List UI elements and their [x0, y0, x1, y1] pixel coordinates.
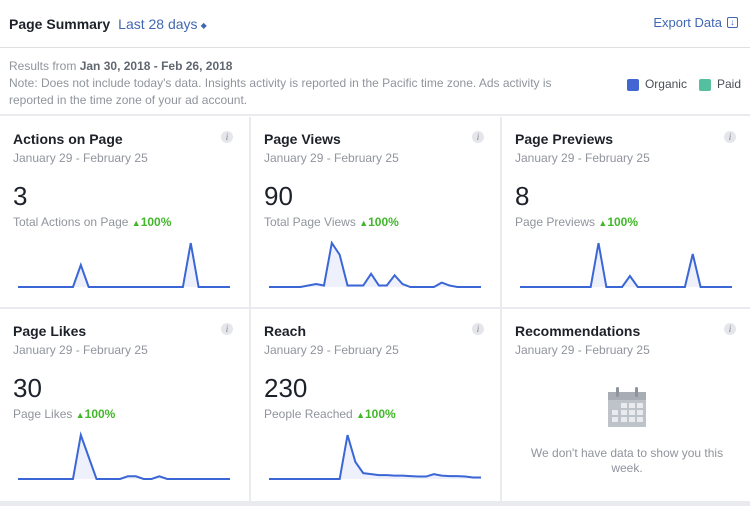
sparkline-area	[18, 435, 230, 479]
info-icon[interactable]: i	[221, 131, 233, 143]
change-badge: ▲100%	[76, 407, 116, 421]
metric-label-row: Total Actions on Page ▲100%	[13, 215, 236, 229]
card-dates: January 29 - February 25	[264, 343, 399, 357]
change-badge: ▲100%	[359, 215, 399, 229]
sparkline-chart	[520, 242, 732, 288]
results-prefix: Results from	[9, 59, 77, 73]
date-range-dropdown[interactable]: Last 28 days ◆	[118, 16, 207, 32]
change-value: 100%	[607, 215, 639, 229]
date-range-label: Last 28 days	[118, 15, 198, 32]
metric-label-row: People Reached ▲100%	[264, 407, 487, 421]
legend-paid: Paid	[698, 76, 741, 93]
sparkline-chart	[18, 431, 230, 480]
up-arrow-icon: ▲	[598, 218, 608, 228]
legend-organic: Organic	[626, 76, 687, 93]
sort-arrows-icon: ◆	[200, 20, 207, 30]
card-recommendations[interactable]: Recommendations January 29 - February 25…	[502, 309, 750, 501]
organic-swatch	[626, 78, 639, 91]
card-dates: January 29 - February 25	[13, 343, 148, 357]
up-arrow-icon: ▲	[356, 410, 365, 420]
change-badge: ▲100%	[598, 215, 638, 229]
change-value: 100%	[368, 215, 399, 229]
legend-label: Paid	[716, 77, 741, 91]
sparkline-line	[18, 242, 230, 288]
up-arrow-icon: ▲	[131, 218, 141, 228]
change-badge: ▲100%	[356, 407, 396, 421]
info-section: Results from Jan 30, 2018 - Feb 26, 2018…	[0, 48, 750, 116]
metric-label: Page Likes	[13, 407, 73, 421]
metric-value: 230	[264, 373, 308, 403]
export-data-button[interactable]: Export Data ↓	[653, 15, 738, 30]
metric-value: 30	[13, 373, 42, 403]
info-icon[interactable]: i	[472, 323, 484, 335]
card-page-previews[interactable]: Page Previews January 29 - February 25 i…	[502, 117, 750, 307]
page-title: Page Summary	[9, 15, 111, 32]
card-title: Reach	[264, 323, 307, 339]
card-title: Page Previews	[515, 131, 614, 147]
metric-label: People Reached	[264, 407, 353, 421]
sparkline-chart	[269, 240, 481, 288]
metric-label-row: Total Page Views ▲100%	[264, 215, 487, 229]
sparkline-chart	[269, 434, 481, 480]
info-icon[interactable]: i	[472, 131, 484, 143]
sparkline-line	[18, 431, 230, 480]
change-badge: ▲100%	[132, 215, 172, 229]
legend: Organic Paid	[615, 76, 741, 93]
card-title: Page Likes	[13, 323, 87, 339]
export-label: Export Data	[653, 15, 722, 30]
legend-label: Organic	[644, 77, 687, 91]
metric-label-row: Page Likes ▲100%	[13, 407, 236, 421]
metric-value: 90	[264, 181, 293, 211]
card-dates: January 29 - February 25	[515, 343, 650, 357]
card-dates: January 29 - February 25	[515, 151, 650, 165]
download-icon: ↓	[727, 17, 738, 28]
card-page-views[interactable]: Page Views January 29 - February 25 i 90…	[251, 117, 500, 307]
change-value: 100%	[84, 407, 116, 421]
empty-message: We don't have data to show you this week…	[530, 446, 724, 475]
card-title: Recommendations	[515, 323, 641, 339]
info-icon[interactable]: i	[221, 323, 233, 335]
sparkline-area	[269, 435, 481, 479]
sparkline-line	[269, 434, 481, 480]
results-range: Results from Jan 30, 2018 - Feb 26, 2018	[9, 58, 741, 75]
card-dates: January 29 - February 25	[13, 151, 148, 165]
info-icon[interactable]: i	[724, 323, 736, 335]
metric-label: Total Page Views	[264, 215, 356, 229]
sparkline-line	[520, 242, 732, 288]
card-dates: January 29 - February 25	[264, 151, 399, 165]
results-dates: Jan 30, 2018 - Feb 26, 2018	[79, 59, 233, 73]
up-arrow-icon: ▲	[359, 218, 369, 228]
sparkline-line	[269, 240, 481, 288]
info-icon[interactable]: i	[724, 131, 736, 143]
metric-label: Total Actions on Page	[13, 215, 129, 229]
calendar-icon	[608, 387, 646, 427]
card-actions-on-page[interactable]: Actions on Page January 29 - February 25…	[0, 117, 249, 307]
page-header: Page Summary Last 28 days ◆ Export Data ↓	[0, 0, 750, 48]
metric-value: 8	[515, 181, 530, 211]
metric-label-row: Page Previews ▲100%	[515, 215, 739, 229]
card-reach[interactable]: Reach January 29 - February 25 i 230 Peo…	[251, 309, 500, 501]
card-page-likes[interactable]: Page Likes January 29 - February 25 i 30…	[0, 309, 249, 501]
paid-swatch	[698, 78, 711, 91]
sparkline-chart	[18, 242, 230, 288]
card-title: Actions on Page	[13, 131, 123, 147]
note-text: Note: Does not include today's data. Ins…	[9, 76, 552, 107]
summary-grid: Actions on Page January 29 - February 25…	[0, 117, 750, 506]
change-value: 100%	[365, 407, 396, 421]
card-title: Page Views	[264, 131, 341, 147]
up-arrow-icon: ▲	[75, 410, 85, 420]
metric-value: 3	[13, 181, 28, 211]
metric-label: Page Previews	[515, 215, 596, 229]
change-value: 100%	[140, 215, 172, 229]
empty-state: We don't have data to show you this week…	[502, 387, 750, 476]
